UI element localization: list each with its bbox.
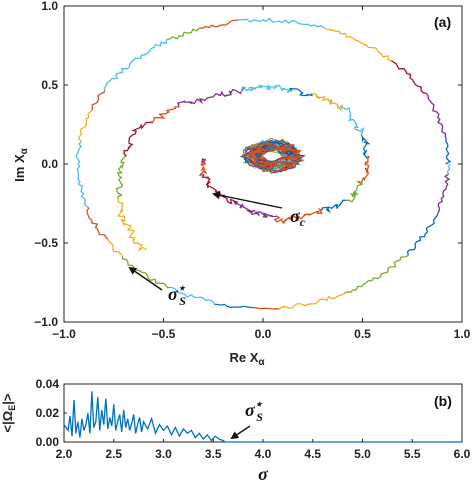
sigma-s-star-label-a: σ⋆ S bbox=[168, 281, 187, 308]
panel-a-ylabel: Im Xα bbox=[12, 147, 30, 181]
outer-ring-segment bbox=[406, 213, 439, 256]
outer-ring-segment bbox=[166, 27, 200, 41]
panel-b-x-tick-label: 5.5 bbox=[404, 447, 421, 461]
outer-ring-trajectory bbox=[75, 17, 452, 310]
middle-spiral-segment bbox=[116, 196, 148, 252]
inner-cluster-loop bbox=[242, 142, 305, 173]
panel-b: 2.0 2.5 3.0 3.5 4.0 4.5 5.0 5.5 6.0 0.00 0.02 0.04… bbox=[0, 377, 471, 480]
panel-b-x-tick-label: 3.5 bbox=[205, 447, 222, 461]
outer-ring-segment bbox=[121, 255, 172, 289]
outer-ring-segment bbox=[91, 89, 106, 111]
outer-ring-segment bbox=[199, 19, 238, 29]
outer-ring-segment bbox=[426, 93, 447, 140]
panel-a-y-tick-label: −0.5 bbox=[34, 236, 58, 250]
panel-b-y-tick-label: 0.00 bbox=[36, 435, 60, 449]
panel-a-x-tick-label: 0.5 bbox=[354, 327, 371, 341]
panel-b-x-tick-label: 2.0 bbox=[56, 447, 73, 461]
panel-b-x-tick-label: 4.5 bbox=[304, 447, 321, 461]
middle-spiral-segment bbox=[201, 157, 207, 164]
panel-b-x-ticks: 2.0 2.5 3.0 3.5 4.0 4.5 5.0 5.5 6.0 bbox=[56, 439, 471, 461]
middle-spiral-segment bbox=[151, 106, 180, 124]
panel-a-x-tick-label: −1.0 bbox=[52, 327, 76, 341]
panel-b-frame bbox=[63, 383, 463, 443]
middle-spiral-segment bbox=[310, 92, 344, 112]
middle-spiral-segment bbox=[273, 207, 323, 225]
panel-b-x-tick-label: 3.0 bbox=[155, 447, 172, 461]
outer-ring-segment bbox=[78, 109, 93, 143]
outer-ring-segment bbox=[171, 286, 216, 305]
middle-spiral-segment bbox=[345, 182, 364, 203]
panel-b-y-tick-label: 0.04 bbox=[36, 377, 60, 391]
middle-spiral-segment bbox=[115, 154, 127, 198]
middle-spiral-segment bbox=[198, 161, 208, 177]
outer-ring-segment bbox=[107, 238, 123, 257]
outer-ring-segment bbox=[323, 26, 392, 62]
panel-b-x-tick-label: 2.5 bbox=[105, 447, 122, 461]
panel-b-y-ticks: 0.00 0.02 0.04 bbox=[36, 377, 67, 449]
panel-b-label: (b) bbox=[434, 393, 452, 409]
middle-spiral-segment bbox=[176, 86, 246, 108]
middle-spiral-segment bbox=[230, 198, 278, 218]
panel-b-y-tick-label: 0.02 bbox=[36, 406, 60, 420]
outer-ring-segment bbox=[343, 254, 409, 294]
panel-a: −1.0 −0.5 0.0 0.5 1.0 −1.0−0.50.00.51.0 (a) … bbox=[12, 0, 471, 368]
outer-ring-segment bbox=[86, 207, 109, 240]
panel-a-x-tick-label: −0.5 bbox=[152, 327, 176, 341]
panel-b-x-tick-label: 6.0 bbox=[454, 447, 471, 461]
outer-ring-segment bbox=[390, 60, 427, 95]
panel-a-y-tick-label: −1.0 bbox=[34, 315, 58, 329]
outer-ring-segment bbox=[104, 39, 168, 91]
inner-cluster-loop bbox=[241, 142, 306, 174]
panel-b-x-tick-label: 5.0 bbox=[354, 447, 371, 461]
middle-spiral-segment bbox=[360, 134, 370, 160]
sigma-s-star-label-b: σ⋆ S bbox=[245, 397, 264, 424]
outer-ring-segment bbox=[445, 138, 452, 165]
panel-a-y-tick-label: 1.0 bbox=[41, 0, 58, 13]
outer-ring-segment bbox=[253, 306, 280, 310]
middle-spiral-segment bbox=[240, 84, 293, 93]
panel-b-ylabel: <|ΩE|> bbox=[0, 393, 17, 432]
middle-spiral-segment bbox=[288, 87, 314, 97]
sigma-c-label: σc bbox=[290, 206, 306, 229]
outer-ring-segment bbox=[214, 303, 254, 309]
outer-ring-segment bbox=[278, 292, 345, 310]
inner-cluster-trajectory bbox=[239, 137, 306, 174]
panel-a-label: (a) bbox=[434, 14, 451, 30]
panel-a-xlabel: Re Xα bbox=[229, 350, 265, 368]
panel-b-x-tick-label: 4.0 bbox=[255, 447, 272, 461]
sigma-c-arrow bbox=[212, 191, 283, 209]
outer-ring-segment bbox=[437, 173, 451, 214]
panel-a-y-tick-label: 0.0 bbox=[41, 157, 58, 171]
panel-a-y-tick-label: 0.5 bbox=[41, 78, 58, 92]
panel-a-x-tick-label: 0.0 bbox=[255, 327, 272, 341]
outer-ring-segment bbox=[236, 17, 324, 28]
omega-series-line bbox=[63, 391, 462, 443]
panel-a-x-tick-label: 1.0 bbox=[454, 327, 471, 341]
sigma-s-star-arrow-b bbox=[230, 425, 251, 440]
middle-spiral-segment bbox=[321, 199, 346, 214]
middle-spiral-segment bbox=[357, 155, 370, 185]
middle-spiral-segment bbox=[123, 121, 154, 157]
outer-ring-segment bbox=[75, 141, 90, 209]
sigma-s-star-arrow-a bbox=[128, 266, 163, 291]
panel-a-x-ticks: −1.0 −0.5 0.0 0.5 1.0 bbox=[52, 6, 471, 341]
outer-ring-segment bbox=[446, 163, 451, 175]
middle-spiral-trajectory bbox=[115, 84, 370, 252]
panel-a-y-ticks: −1.0 −0.5 0.0 0.5 1.0 bbox=[34, 0, 462, 329]
panel-b-xlabel: σ bbox=[258, 464, 269, 480]
middle-spiral-segment bbox=[339, 105, 365, 136]
